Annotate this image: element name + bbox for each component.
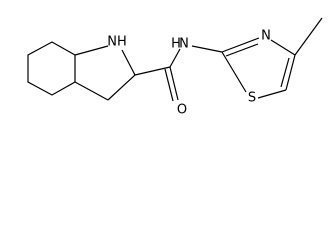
atom-label: N (179, 37, 189, 52)
bond (270, 39, 296, 56)
atom-label: S (248, 91, 256, 106)
bond (169, 66, 179, 101)
bond (134, 66, 171, 76)
bond (221, 37, 260, 53)
atom-label: O (177, 103, 187, 118)
bonds (27, 17, 323, 102)
molecule-diagram: NH O N H N S (27, 17, 323, 118)
atom-label: H (171, 37, 181, 52)
bond (257, 89, 287, 99)
bond (74, 81, 109, 101)
bond (280, 57, 290, 88)
atom-label: N (261, 29, 271, 44)
bond (221, 51, 247, 93)
atom-label: NH (107, 35, 127, 50)
bond (74, 45, 109, 56)
bond (169, 48, 181, 68)
bond (225, 43, 259, 57)
cyclohexane-ring (27, 41, 76, 96)
bond (164, 68, 174, 102)
bond (107, 74, 136, 101)
bond (285, 54, 296, 91)
bond (191, 45, 223, 53)
bond (121, 49, 136, 76)
bond (294, 17, 323, 56)
